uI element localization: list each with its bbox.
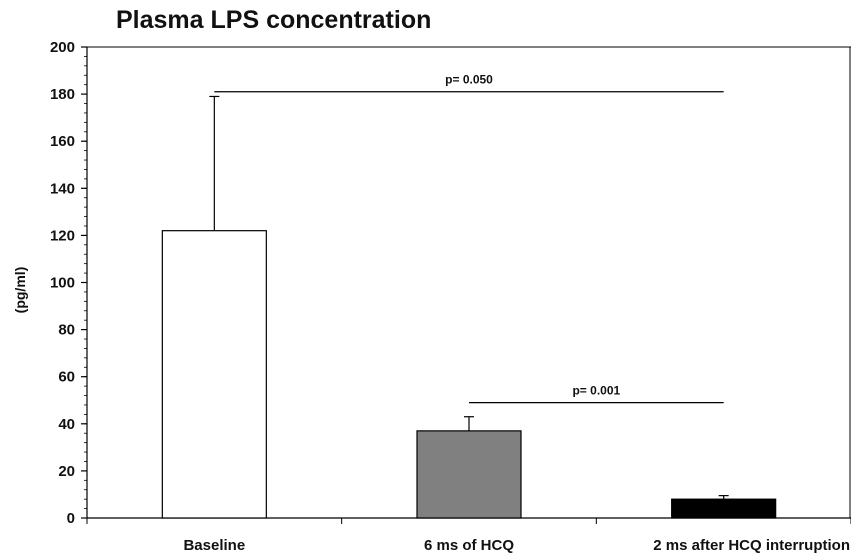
bar — [161, 230, 267, 519]
y-tick-label: 80 — [58, 322, 75, 339]
y-tick-label: 100 — [50, 275, 75, 292]
annotations: p= 0.050 p= 0.001 — [214, 73, 724, 404]
bars — [161, 230, 777, 519]
y-tick-label: 40 — [58, 416, 75, 433]
bar — [671, 498, 777, 519]
y-ticks: 0 20 40 60 80 100 120 140 160 180 200 — [50, 39, 87, 527]
x-category-label: 2 ms after HCQ interruption — [653, 537, 850, 554]
bar — [416, 430, 522, 519]
y-tick-label: 200 — [50, 39, 75, 56]
significance-label: p= 0.050 — [445, 73, 493, 87]
y-axis-label: (pg/ml) — [12, 267, 28, 314]
y-tick-label: 60 — [58, 369, 75, 386]
y-tick-label: 120 — [50, 227, 75, 244]
significance-label: p= 0.001 — [572, 384, 620, 398]
y-tick-label: 140 — [50, 180, 75, 197]
y-tick-label: 160 — [50, 133, 75, 150]
error-bars — [209, 95, 729, 500]
category-labels: Baseline 6 ms of HCQ 2 ms after HCQ interr… — [183, 537, 850, 554]
chart-title: Plasma LPS concentration — [116, 6, 432, 34]
y-tick-label: 0 — [67, 510, 75, 527]
y-tick-label: 20 — [58, 463, 75, 480]
x-category-label: Baseline — [183, 537, 245, 554]
x-category-label: 6 ms of HCQ — [424, 537, 514, 554]
y-tick-label: 180 — [50, 86, 75, 103]
